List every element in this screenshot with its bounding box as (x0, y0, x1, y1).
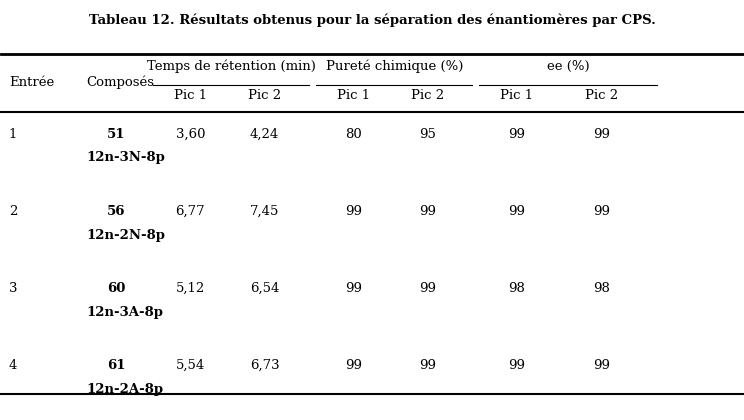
Text: 99: 99 (345, 359, 362, 372)
Text: 6,77: 6,77 (176, 205, 205, 218)
Text: 99: 99 (593, 359, 610, 372)
Text: 5,54: 5,54 (176, 359, 205, 372)
Text: 61: 61 (107, 359, 126, 372)
Text: 4: 4 (9, 359, 17, 372)
Text: 3,60: 3,60 (176, 128, 205, 141)
Text: 3: 3 (9, 282, 17, 295)
Text: 99: 99 (508, 359, 525, 372)
Text: 12n-2A-8p: 12n-2A-8p (86, 383, 164, 396)
Text: 99: 99 (419, 359, 436, 372)
Text: 99: 99 (593, 205, 610, 218)
Text: 99: 99 (508, 128, 525, 141)
Text: 12n-2N-8p: 12n-2N-8p (86, 228, 166, 241)
Text: 4,24: 4,24 (250, 128, 279, 141)
Text: Temps de rétention (min): Temps de rétention (min) (147, 59, 315, 73)
Text: 2: 2 (9, 205, 17, 218)
Text: 99: 99 (419, 282, 436, 295)
Text: 12n-3A-8p: 12n-3A-8p (86, 306, 164, 319)
Text: Pic 1: Pic 1 (337, 89, 370, 102)
Text: Composés: Composés (86, 76, 155, 89)
Text: 7,45: 7,45 (250, 205, 279, 218)
Text: Pic 2: Pic 2 (248, 89, 281, 102)
Text: 1: 1 (9, 128, 17, 141)
Text: 99: 99 (419, 205, 436, 218)
Text: 5,12: 5,12 (176, 282, 205, 295)
Text: 99: 99 (593, 128, 610, 141)
Text: 51: 51 (107, 128, 126, 141)
Text: 60: 60 (107, 282, 126, 295)
Text: 95: 95 (419, 128, 436, 141)
Text: ee (%): ee (%) (547, 60, 590, 73)
Text: Entrée: Entrée (9, 76, 54, 89)
Text: 12n-3N-8p: 12n-3N-8p (86, 151, 165, 164)
Text: 99: 99 (345, 282, 362, 295)
Text: Pic 2: Pic 2 (411, 89, 444, 102)
Text: 80: 80 (345, 128, 362, 141)
Text: Pic 2: Pic 2 (586, 89, 618, 102)
Text: 99: 99 (345, 205, 362, 218)
Text: 56: 56 (107, 205, 126, 218)
Text: 98: 98 (594, 282, 610, 295)
Text: 98: 98 (508, 282, 525, 295)
Text: 6,73: 6,73 (250, 359, 279, 372)
Text: Pureté chimique (%): Pureté chimique (%) (326, 59, 463, 73)
Text: 99: 99 (508, 205, 525, 218)
Text: Pic 1: Pic 1 (500, 89, 533, 102)
Text: 6,54: 6,54 (250, 282, 279, 295)
Text: Pic 1: Pic 1 (174, 89, 207, 102)
Text: Tableau 12. Résultats obtenus pour la séparation des énantiomères par CPS.: Tableau 12. Résultats obtenus pour la sé… (89, 14, 655, 27)
